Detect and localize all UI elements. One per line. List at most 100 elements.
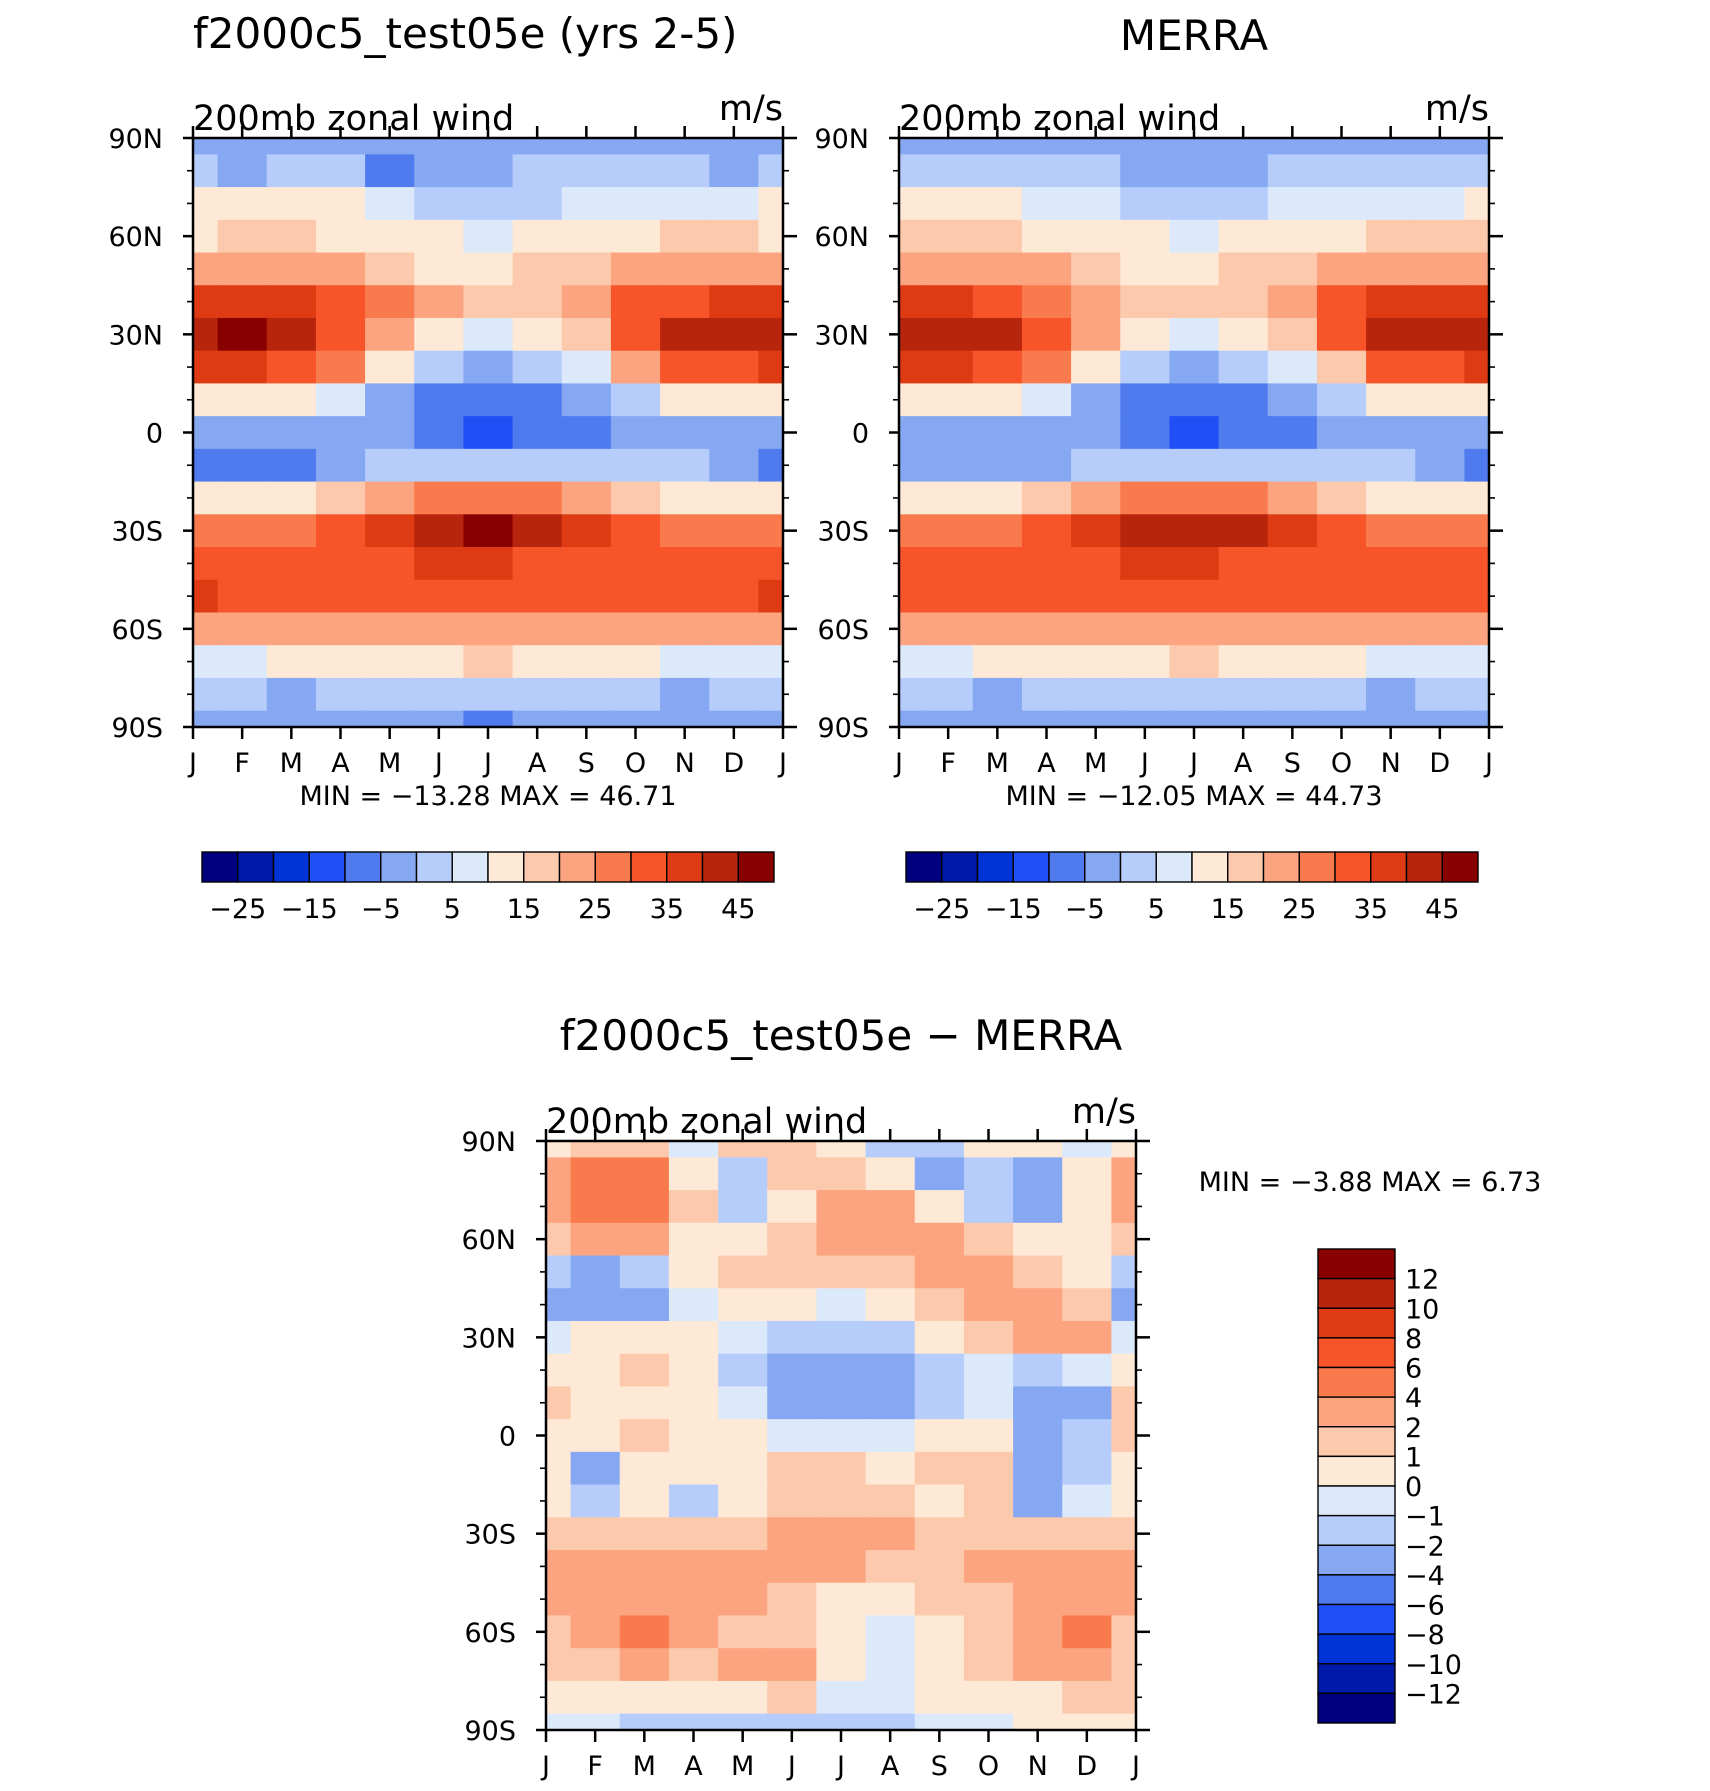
heatmap-cell (816, 1713, 867, 1731)
heatmap-cell (1120, 579, 1171, 614)
heatmap-cell (610, 187, 661, 221)
heatmap-cell (546, 1680, 572, 1715)
heatmap-cell (660, 383, 710, 417)
heatmap-cell (1218, 219, 1269, 254)
heatmap-cell (923, 547, 974, 581)
heatmap-cell (1071, 547, 1121, 581)
heatmap-cell (668, 1320, 719, 1355)
heatmap-cell (193, 612, 219, 646)
heatmap-cell (1013, 1648, 1063, 1682)
heatmap-cells (899, 138, 1490, 728)
heatmap-cell (709, 514, 760, 548)
heatmap-cell (767, 1222, 818, 1257)
colorbar-label: −2 (1405, 1531, 1445, 1562)
heatmap-cell (660, 645, 710, 679)
heatmap-cell (963, 1255, 1014, 1289)
heatmap-cell (619, 1648, 670, 1682)
heatmap-cell (923, 219, 974, 254)
heatmap-cell (1366, 187, 1416, 221)
heatmap-cell (1316, 645, 1367, 679)
heatmap-cell (816, 1288, 867, 1322)
heatmap-cell (1062, 1255, 1113, 1289)
heatmap-cell (1366, 219, 1416, 254)
heatmap-cell (914, 1255, 965, 1289)
heatmap-cell (1111, 1288, 1137, 1322)
heatmap-cell (1267, 383, 1318, 417)
heatmap-cell (1111, 1517, 1137, 1551)
heatmap-cell (1267, 350, 1318, 385)
heatmap-cell (899, 317, 925, 352)
heatmap-cell (718, 1288, 768, 1322)
heatmap-cell (365, 383, 415, 417)
heatmap-cell (899, 285, 925, 319)
heatmap-cell (963, 1517, 1014, 1551)
x-tick-label: A (1037, 748, 1056, 779)
heatmap-cell (1062, 1157, 1113, 1191)
heatmap-cell (963, 1386, 1014, 1420)
colorbar-label: 35 (650, 894, 684, 925)
heatmap-cell (1464, 383, 1490, 417)
heatmap-cell (1169, 645, 1220, 679)
heatmap-cell (619, 1353, 670, 1388)
heatmap-cell (767, 1648, 818, 1682)
heatmap-cell (546, 1615, 572, 1649)
heatmap-cell (899, 579, 925, 614)
heatmap-cell (668, 1386, 719, 1420)
heatmap-cell (709, 252, 760, 286)
colorbar-label: 25 (578, 894, 612, 925)
heatmap-cell (1218, 645, 1269, 679)
y-tick-label: 60N (814, 222, 869, 253)
colorbar-swatch (1317, 1485, 1396, 1517)
heatmap-cell (816, 1255, 867, 1289)
heatmap-cell (1464, 285, 1490, 319)
heatmap-cell (1464, 317, 1490, 352)
heatmap-cell (463, 350, 514, 385)
heatmap-cell (1267, 481, 1318, 515)
heatmap-cell (816, 1386, 867, 1420)
x-tick-label: J (1188, 748, 1198, 779)
heatmap-cell (899, 383, 925, 417)
heatmap-cell (660, 219, 710, 254)
heatmap-cell (865, 1484, 916, 1518)
heatmap-cell (709, 416, 760, 450)
heatmap-cell (512, 416, 563, 450)
heatmap-cell (767, 1451, 818, 1486)
heatmap-cell (914, 1517, 965, 1551)
heatmap-cell (610, 252, 661, 286)
heatmap-cell (512, 481, 563, 515)
heatmap-cell (1169, 252, 1220, 286)
heatmap-cell (709, 612, 760, 646)
heatmap-cell (561, 677, 612, 712)
heatmap-cell (963, 1157, 1014, 1191)
heatmap-cell (1316, 448, 1367, 483)
heatmap-cell (1111, 1615, 1137, 1649)
heatmap-cell (767, 1615, 818, 1649)
heatmap-cell (1120, 448, 1171, 483)
heatmap-cell (315, 138, 366, 155)
heatmap-cell (1021, 645, 1072, 679)
heatmap-cell (816, 1615, 867, 1649)
heatmap-cell (972, 383, 1023, 417)
heatmap-cell (266, 645, 317, 679)
heatmap-cell (1316, 383, 1367, 417)
heatmap-cell (266, 138, 317, 155)
heatmap-cell (570, 1320, 621, 1355)
heatmap-cell (972, 138, 1023, 155)
heatmap-cell (972, 285, 1023, 319)
heatmap-cell (1366, 317, 1416, 352)
heatmap-cell (758, 579, 784, 614)
x-tick-label: F (940, 748, 956, 779)
heatmap-cell (668, 1713, 719, 1731)
heatmap-cell (660, 579, 710, 614)
heatmap-cell (1013, 1288, 1063, 1322)
heatmap-cell (758, 219, 784, 254)
heatmap-cell (1415, 448, 1466, 483)
heatmap-cell (767, 1517, 818, 1551)
heatmap-cell (1062, 1680, 1113, 1715)
heatmap-cell (1111, 1157, 1137, 1191)
heatmap-cell (512, 187, 563, 221)
heatmap-cell (217, 710, 268, 728)
subtitle-left: 200mb zonal wind (899, 99, 1220, 139)
heatmap-cell (217, 677, 268, 712)
subtitle-right: m/s (1072, 1092, 1136, 1132)
